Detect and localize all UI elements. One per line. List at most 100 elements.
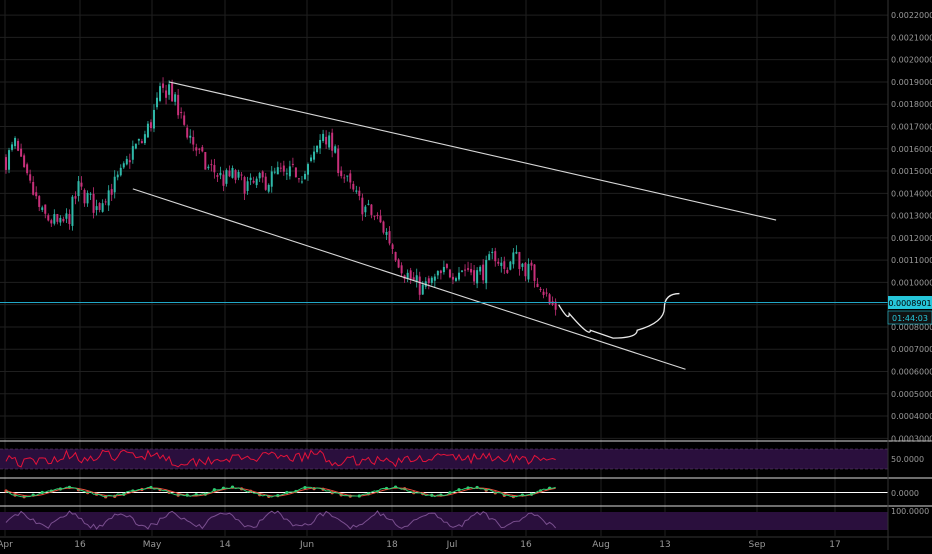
candle-body (240, 174, 243, 176)
candle-body (192, 137, 195, 145)
candle-body (542, 291, 545, 295)
candle-body (177, 94, 180, 116)
candle-body (533, 264, 536, 281)
candle-body (198, 148, 201, 150)
candle-body (273, 171, 276, 173)
price-tick-label: 0.0004000 (891, 412, 932, 421)
candle-body (243, 177, 246, 194)
price-tick-label: 0.0008000 (891, 323, 932, 332)
candle-body (485, 259, 488, 284)
candle-body (65, 213, 68, 219)
candle-body (382, 221, 385, 233)
price-tick-label: 0.0022000 (891, 11, 932, 20)
time-axis[interactable]: Apr 16 May 14 Jun 18 Jul 16 Aug 13 Sep 17 (0, 536, 932, 550)
candle-body (195, 147, 198, 151)
macd-signal-line (5, 487, 556, 497)
candle-body (349, 173, 352, 183)
candle-body (364, 206, 367, 213)
candle-body (264, 176, 267, 190)
candle-body (44, 204, 47, 214)
candle-body (252, 180, 255, 183)
candle-body (322, 133, 325, 142)
candle-body (316, 145, 319, 153)
candle-body (261, 171, 264, 178)
candle-body (494, 251, 497, 262)
candle-body (86, 192, 89, 204)
candle-body (373, 215, 376, 217)
candle-body (473, 270, 476, 282)
candle-body (391, 244, 394, 249)
candle-body (500, 262, 503, 266)
candle-body (300, 181, 303, 183)
candle-body (62, 218, 65, 222)
candle-body (270, 171, 273, 187)
candle-body (394, 251, 397, 261)
candle-body (427, 278, 430, 284)
candle-body (536, 283, 539, 288)
indicator-panes: 50.0000 0.0000 100.0000 (0, 440, 932, 530)
candle-body (461, 270, 464, 272)
price-axis[interactable]: 0.0003000 0.0004000 0.0005000 0.0006000 0.00… (887, 0, 932, 550)
candle-body (29, 174, 32, 181)
candle-body (14, 137, 17, 147)
rsi-band (0, 449, 888, 469)
candle-body (171, 83, 174, 102)
candle-body (445, 264, 448, 268)
candle-body (331, 132, 334, 151)
candle-body (303, 173, 306, 180)
price-tick-label: 0.0010000 (891, 278, 932, 287)
candle-body (149, 122, 152, 129)
candle-body (80, 182, 83, 187)
candle-body (355, 190, 358, 192)
candle-body (104, 201, 107, 203)
candle-body (409, 270, 412, 279)
candle-body (156, 97, 158, 108)
candle-body (397, 259, 400, 268)
time-tick-label: 13 (659, 540, 670, 550)
candle-body (113, 176, 116, 193)
candle-body (146, 123, 149, 138)
candle-body (131, 146, 134, 160)
price-tick-label: 0.0013000 (891, 212, 932, 221)
candle-body (464, 269, 467, 271)
candle-series (5, 77, 557, 316)
candle-body (524, 262, 527, 277)
time-tick-label: Jul (446, 540, 458, 550)
candle-body (370, 204, 373, 215)
candle-body (476, 270, 479, 284)
candle-body (125, 158, 128, 165)
candle-body (207, 166, 210, 169)
trendlines[interactable] (132, 81, 777, 370)
candle-body (180, 112, 183, 114)
candle-body (204, 152, 207, 170)
candle-body (491, 251, 494, 253)
candle-body (539, 288, 542, 291)
candle-body (267, 184, 270, 192)
last-price-label: 0.0008901 (888, 299, 931, 308)
candle-body (41, 207, 44, 210)
candle-body (361, 197, 364, 215)
candle-body (448, 269, 451, 278)
countdown-label-bg (887, 310, 932, 325)
candle-body (20, 148, 23, 157)
candle-body (77, 181, 80, 197)
candle-body (479, 266, 482, 272)
candle-body (26, 164, 29, 174)
candle-body (412, 277, 415, 280)
time-tick-label: Apr (0, 540, 13, 550)
price-tick-label: 0.0021000 (891, 33, 932, 42)
candle-body (189, 135, 192, 138)
candle-body (442, 266, 445, 273)
candle-body (521, 263, 524, 267)
time-tick-label: 16 (520, 540, 532, 550)
candle-body (421, 284, 424, 295)
candle-body (406, 272, 409, 279)
time-tick-label: 16 (74, 540, 86, 550)
macd-tick-label: 0.0000 (891, 489, 919, 498)
candle-body (165, 90, 168, 98)
candle-body (488, 254, 491, 261)
price-tick-label: 0.0006000 (891, 368, 932, 377)
price-tick-label: 0.0019000 (891, 78, 932, 87)
